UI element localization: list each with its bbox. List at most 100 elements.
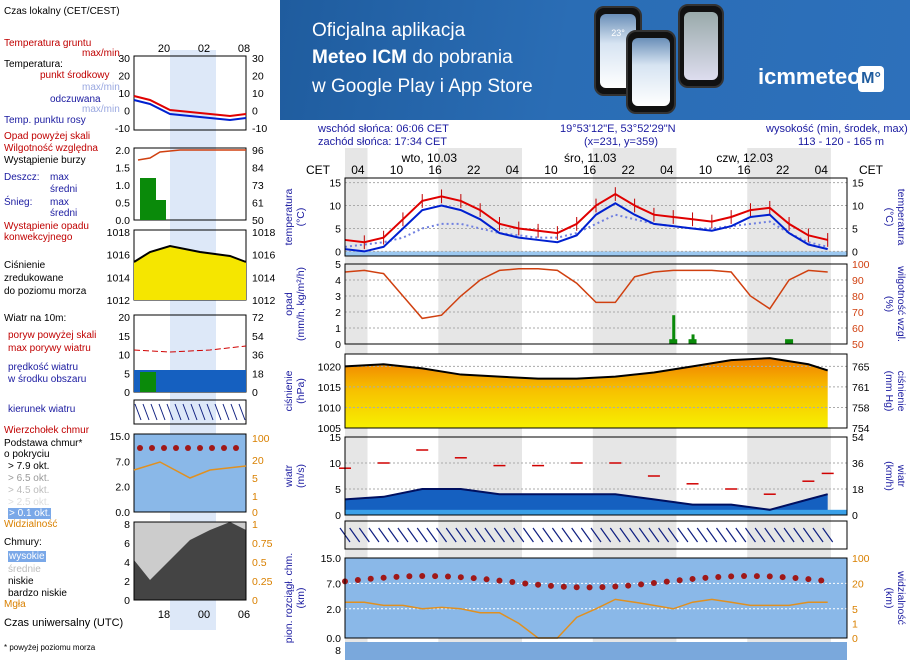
legend-precip-above: Opad powyżej skali — [4, 131, 91, 142]
temp-tick-right: 15 — [852, 178, 864, 190]
legend-wind-area — [134, 370, 246, 392]
legend-low: niskie — [8, 576, 34, 587]
legend-cloud-top-dot — [233, 445, 239, 451]
legend-wind10: Wiatr na 10m: — [4, 313, 67, 324]
winddir-panel-frame — [344, 520, 848, 550]
legend-pres-tick-l: 1014 — [107, 272, 131, 284]
legend-utc-tick: 18 — [158, 609, 170, 621]
legend-gust-line — [133, 345, 247, 353]
app-download-banner[interactable]: Oficjalna aplikacja Meteo ICM do pobrani… — [280, 0, 910, 120]
legend-prec-tick-l: 2.0 — [115, 145, 130, 157]
freezing-band — [345, 251, 847, 256]
legend-mid-point: punkt środkowy — [40, 70, 110, 81]
legend-cloud-tick-r: 5 — [252, 473, 258, 485]
legend-pres-tick-r: 1018 — [252, 227, 276, 239]
hour-tick-label: 10 — [699, 163, 713, 177]
legend-maxmin-b: max/min — [82, 104, 120, 115]
wind-speed-area — [345, 489, 828, 515]
wind-panel-frame — [344, 436, 848, 516]
prec-tick-right: 80 — [852, 291, 864, 303]
wind-arrow — [445, 527, 457, 543]
wind-arrow — [349, 527, 361, 543]
wind-title-right: wiatr — [895, 464, 907, 488]
cloud-tick-right: 20 — [852, 578, 864, 590]
wind-arrow — [658, 527, 670, 543]
prec-tick-right: 70 — [852, 307, 864, 319]
legend-wind-arrow — [150, 403, 158, 421]
wind-tick-right: 18 — [852, 484, 864, 496]
legend-pres-tick-r: 1014 — [252, 272, 276, 284]
hour-tick-label: 22 — [467, 163, 481, 177]
legend-wind-arrow — [206, 403, 214, 421]
wind-arrow — [416, 527, 428, 543]
legend-soil-temp: Temperatura gruntu — [4, 38, 92, 49]
legend-clouds-tick-r: 0 — [252, 595, 258, 607]
legend-temperature: Temperatura: — [4, 59, 63, 70]
cloud-top-dot — [547, 582, 554, 589]
legend-pres-tick-r: 1012 — [252, 295, 276, 307]
wind-arrow — [561, 527, 573, 543]
legend-wind-tick-r: 0 — [252, 387, 258, 399]
prec-tick-left: 0 — [335, 339, 341, 351]
legend-apparent-line — [133, 99, 247, 122]
temp-title-right: (°C) — [883, 208, 895, 227]
legend-utc: Czas uniwersalny (UTC) — [4, 617, 124, 629]
cloud-top-dot — [689, 575, 696, 582]
legend-maxmin-a: max/min — [82, 82, 120, 93]
pres-tick-right: 761 — [852, 382, 870, 394]
cloud-tick-left: 0.0 — [326, 633, 341, 645]
legend-temp-tick-l: 10 — [118, 88, 130, 100]
legend-prec-tick-r: 84 — [252, 163, 264, 175]
temp-title-right: temperatura — [895, 189, 907, 246]
legend-pres-tick-l: 1016 — [107, 250, 131, 262]
legend-fog: Mgła — [4, 599, 26, 610]
legend-okt-4: > 2.5 okt. — [8, 497, 50, 508]
wind-tick-left: 5 — [335, 484, 341, 496]
legend-clouds-tick-l: 2 — [124, 576, 130, 588]
legend-wind-tick-l: 10 — [118, 350, 130, 362]
legend-cloud-tick-l: 15.0 — [110, 431, 131, 443]
pres-tick-right: 754 — [852, 423, 870, 435]
wind-arrow — [378, 527, 390, 543]
hour-tick-label: 04 — [660, 163, 674, 177]
pres-tick-right: 758 — [852, 402, 870, 414]
wind-arrow — [619, 527, 631, 543]
legend-wind-tick-r: 72 — [252, 312, 264, 324]
cloud-title-left: (km) — [295, 588, 307, 609]
legend-prec-tick-r: 50 — [252, 215, 264, 227]
legend-temp-tick-r: 30 — [252, 53, 264, 65]
banner-line1: Oficjalna aplikacja — [312, 20, 466, 41]
temp-title-left: temperatura — [283, 189, 295, 246]
cloud-top-dot — [432, 573, 439, 580]
pres-tick-left: 1020 — [318, 361, 342, 373]
wind-arrow — [638, 527, 650, 543]
legend-gust-above: poryw powyżej skali — [8, 330, 97, 341]
cloud-top-dot — [766, 573, 773, 580]
temp-tick-right: 10 — [852, 201, 864, 213]
cloud-tick-right: 5 — [852, 604, 858, 616]
cloud-top-dot — [805, 576, 812, 583]
wind-arrow — [465, 527, 476, 543]
legend-snow-mean: średni — [50, 208, 78, 219]
legend-wind-green — [140, 372, 156, 392]
legend-okt-3: > 4.5 okt. — [8, 485, 50, 496]
cloud-top-dot — [496, 577, 503, 584]
sunrise: wschód słońca: 06:06 CET — [318, 123, 449, 135]
wind-arrow — [474, 527, 486, 543]
wind-tick-left: 15 — [329, 432, 341, 444]
legend-very-low: bardzo niskie — [8, 588, 67, 599]
wind-arrow — [358, 527, 370, 543]
legend-temp-tick-l: 30 — [118, 53, 130, 65]
legend-cloud-base: Podstawa chmur* o pokryciu — [4, 438, 83, 460]
cloud-top-dot — [753, 573, 760, 580]
cloud-panel-frame — [344, 557, 848, 639]
legend-wind-arrow — [230, 403, 238, 421]
wind-arrow — [687, 527, 699, 543]
legend-pressure-area — [134, 246, 246, 300]
temp-title-left: (°C) — [295, 208, 307, 227]
cloud-top-dot — [573, 584, 580, 591]
rain-mean-bar — [785, 339, 794, 344]
legend-okt-2: > 6.5 okt. — [8, 473, 50, 484]
prec-tick-left: 2 — [335, 307, 341, 319]
legend-cloud-top-dot — [185, 445, 191, 451]
